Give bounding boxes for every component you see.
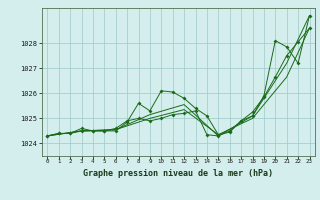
X-axis label: Graphe pression niveau de la mer (hPa): Graphe pression niveau de la mer (hPa) xyxy=(84,169,273,178)
